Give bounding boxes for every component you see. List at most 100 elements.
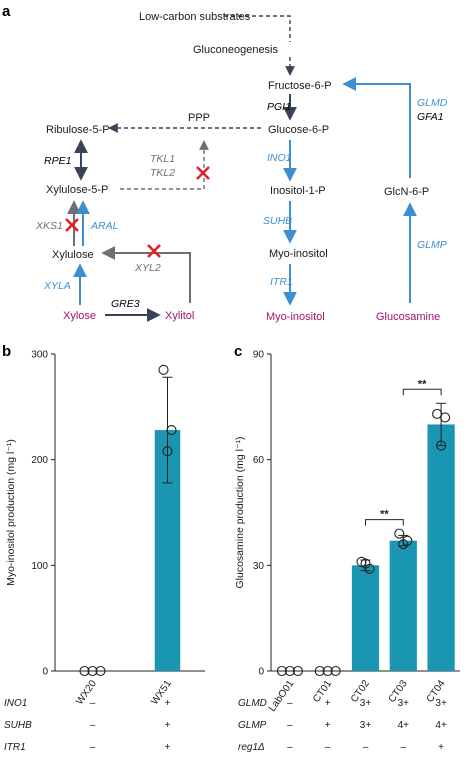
significance-bracket (402, 388, 442, 396)
node-xylose: Xylose (63, 310, 96, 322)
low-carbon-dashed-path (224, 15, 291, 42)
node-xylulose-5-p: Xylulose-5-P (46, 184, 108, 196)
genotype-row-label: GLMP (238, 720, 267, 731)
node-xylulose: Xylulose (52, 249, 94, 261)
enzyme-pgi1: PGI1 (267, 101, 291, 113)
data-point (398, 539, 409, 550)
node-glucosamine: Glucosamine (376, 311, 440, 323)
genotype-cell: + (165, 720, 171, 731)
y-tick-label: 30 (253, 561, 265, 572)
data-point (276, 665, 287, 677)
panel-label-c: c (234, 343, 242, 360)
genotype-row-label: GLMD (238, 698, 267, 709)
category-label: WX20 (74, 678, 99, 707)
tkl-dashed-arrow (120, 140, 209, 190)
chart-b-ylabel: Myo-inositol production (mg l⁻¹) (5, 439, 17, 586)
data-point (314, 665, 325, 677)
node-low-carbon: Low-carbon substrates (139, 11, 251, 23)
data-point (95, 665, 106, 677)
significance-bracket (365, 519, 404, 526)
chart-b-genotype-table: INO1 – + SUHB – + ITR1 – + (4, 698, 171, 753)
enzyme-tkl1: TKL1 (150, 153, 175, 165)
tkl-block-x-icon (196, 166, 210, 180)
chart-c-bars (276, 402, 455, 677)
data-point (166, 425, 177, 436)
chart-c-significance: ** ** (365, 378, 442, 526)
genotype-cell: – (90, 720, 96, 731)
genotype-row-label: INO1 (4, 698, 27, 709)
genotype-cell: – (401, 742, 407, 753)
data-point (360, 558, 371, 569)
chart-c-category-labels: LabO01 CT01 CT02 CT03 CT04 (267, 678, 448, 714)
panel-label-a: a (2, 3, 11, 20)
y-tick-label: 100 (31, 561, 48, 572)
genotype-cell: – (325, 742, 331, 753)
genotype-cell: + (438, 742, 444, 753)
enzyme-xyla: XYLA (43, 280, 71, 292)
genotype-cell: 4+ (398, 720, 410, 731)
category-label: WX51 (149, 678, 174, 707)
genotype-cell: 3+ (435, 698, 447, 709)
enzyme-itr1: ITR1 (270, 276, 293, 288)
genotype-cell: + (165, 742, 171, 753)
bar-CT04 (427, 424, 455, 671)
data-point (436, 440, 447, 451)
bar-CT03 (389, 540, 417, 671)
data-point (330, 665, 341, 677)
genotype-row-label: SUHB (4, 720, 32, 731)
genotype-cell: + (165, 698, 171, 709)
chart-b-axes (51, 353, 205, 672)
genotype-cell: – (90, 742, 96, 753)
data-point (158, 364, 169, 375)
enzyme-suhb: SUHB (263, 215, 292, 227)
chart-c-ylabel: Glucosamine production (mg l⁻¹) (234, 436, 246, 588)
xyl2-arrow (101, 246, 191, 303)
chart-panel-b: b 0 100 200 300 Myo-inositol production (mg… (2, 343, 205, 753)
node-myo-inositol: Myo-inositol (269, 248, 328, 260)
node-glucose-6-p: Glucose-6-P (268, 124, 329, 136)
data-point (162, 446, 173, 457)
genotype-row-label: ITR1 (4, 742, 26, 753)
data-point (322, 665, 333, 677)
bar-CT02 (351, 565, 380, 671)
data-point (79, 665, 90, 677)
genotype-cell: + (325, 698, 331, 709)
panel-label-b: b (2, 343, 11, 360)
xyl2-block-x-icon (147, 244, 161, 258)
enzyme-xyl2: XYL2 (134, 262, 161, 274)
node-gluconeogenesis: Gluconeogenesis (193, 44, 279, 56)
node-glcn-6-p: GlcN-6-P (384, 186, 429, 198)
node-ppp: PPP (188, 112, 210, 124)
data-point (87, 665, 98, 677)
data-point (394, 528, 405, 539)
node-myo-inositol-product: Myo-inositol (266, 311, 325, 323)
category-label: CT01 (311, 678, 334, 705)
genotype-cell: 4+ (435, 720, 447, 731)
chart-c-tick-labels: 0 30 60 90 (253, 350, 265, 678)
y-tick-label: 60 (253, 455, 265, 466)
y-tick-label: 0 (258, 667, 264, 678)
data-point (284, 665, 295, 677)
enzyme-xks1: XKS1 (35, 220, 63, 232)
significance-label: ** (380, 509, 389, 521)
enzyme-glmd: GLMD (417, 97, 448, 109)
chart-c-genotype-table: GLMD – +3+ 3+ 3+ GLMP – +3+ 4+ 4+ reg1Δ – – – – + (238, 698, 447, 753)
genotype-cell: – (287, 720, 293, 731)
data-point (292, 665, 303, 677)
enzyme-gfa1: GFA1 (417, 111, 444, 123)
genotype-cell: – (90, 698, 96, 709)
pathway-diagram: a Low-carbon substrates Gluconeogenesis … (2, 3, 448, 323)
genotype-cell: – (363, 742, 369, 753)
enzyme-rpe1: RPE1 (44, 155, 71, 167)
chart-panel-c: c 0 30 60 90 Glucosamine production (mg l⁻¹… (234, 343, 460, 753)
y-tick-label: 300 (31, 350, 48, 361)
data-point (440, 412, 451, 423)
genotype-cell: – (287, 698, 293, 709)
significance-label: ** (418, 378, 427, 390)
node-ribulose-5-p: Ribulose-5-P (46, 124, 110, 136)
y-tick-label: 90 (253, 350, 265, 361)
enzyme-tkl2: TKL2 (150, 167, 175, 179)
node-fructose-6-p: Fructose-6-P (268, 80, 332, 92)
genotype-cell: 3+ (360, 698, 372, 709)
genotype-row-label: reg1Δ (238, 742, 265, 753)
